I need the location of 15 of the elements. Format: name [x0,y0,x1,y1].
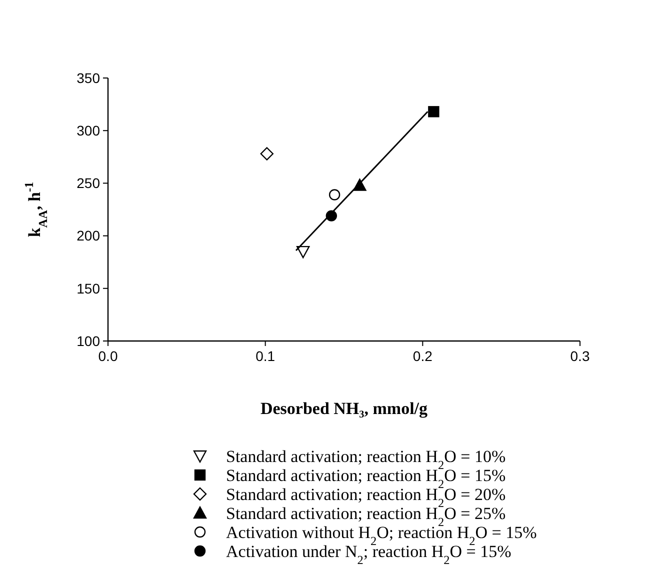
y-tick-label: 150 [76,280,100,296]
x-tick-label: 0.1 [256,348,276,364]
y-tick-label: 300 [76,122,100,138]
y-tick-label: 100 [76,332,100,349]
x-axis-title: Desorbed NH₃, mmol/g [260,399,428,418]
y-tick-label: 200 [76,228,100,244]
x-tick-label: 0.3 [570,348,590,364]
point [428,106,440,118]
x-tick-label: 0.2 [412,348,433,364]
y-tick-label: 350 [76,70,100,86]
y-tick-label: 250 [76,175,100,192]
x-tick-label: 0.0 [98,348,118,364]
point [328,189,340,200]
point [260,147,274,160]
point [296,246,310,258]
